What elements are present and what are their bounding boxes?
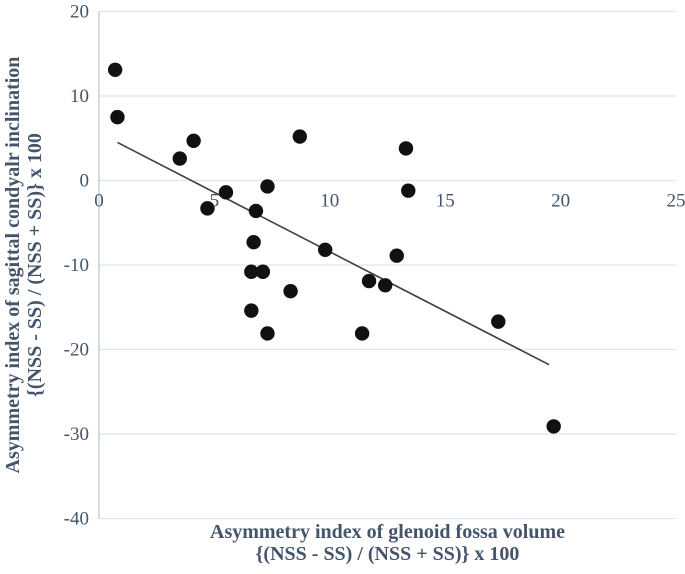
y-tick-label: -30 [64,424,89,445]
x-axis-title-line2: {(NSS - SS) / (NSS + SS)} x 100 [255,543,520,565]
y-tick-label: 10 [70,86,89,107]
data-point [283,283,298,299]
data-point [260,326,275,341]
y-axis-title-line1: Asymmetry index of sagittal condyalr inc… [2,56,24,474]
x-tick-label: 0 [94,191,104,212]
y-tick-label: 0 [80,171,90,192]
data-point [246,234,261,250]
data-point [377,278,393,293]
data-point [218,185,234,200]
x-tick-label: 5 [210,191,220,212]
data-point [172,151,187,166]
data-point [260,179,275,194]
y-tick-label: -40 [64,509,89,530]
data-point [292,129,307,144]
data-point [110,109,125,125]
data-point [354,326,370,341]
data-point [401,183,416,198]
y-tick-label: -20 [64,340,89,361]
x-axis-title-line1: Asymmetry index of glenoid fossa volume [210,521,565,543]
data-point [389,248,404,263]
x-axis-title: Asymmetry index of glenoid fossa volume … [99,521,676,565]
data-point [491,314,506,329]
data-point [244,303,259,318]
y-tick-label: -10 [64,255,89,276]
data-point [200,201,215,216]
data-point [107,62,123,78]
y-tick-label: 20 [70,2,89,23]
data-point [398,141,414,156]
data-point [361,273,377,289]
x-tick-label: 25 [667,191,685,212]
data-point [255,264,271,279]
data-point [546,419,561,434]
x-tick-label: 10 [320,191,339,212]
data-point [248,203,264,219]
x-tick-label: 15 [436,191,455,212]
data-point [186,133,201,148]
data-point [317,242,333,257]
data-point [244,264,259,279]
trend-line [117,141,550,366]
x-tick-label: 20 [551,191,570,212]
y-axis-title: Asymmetry index of sagittal condyalr inc… [2,5,46,525]
y-axis-title-line2: {(NSS - SS) / (NSS + SS)} x 100 [24,133,46,397]
